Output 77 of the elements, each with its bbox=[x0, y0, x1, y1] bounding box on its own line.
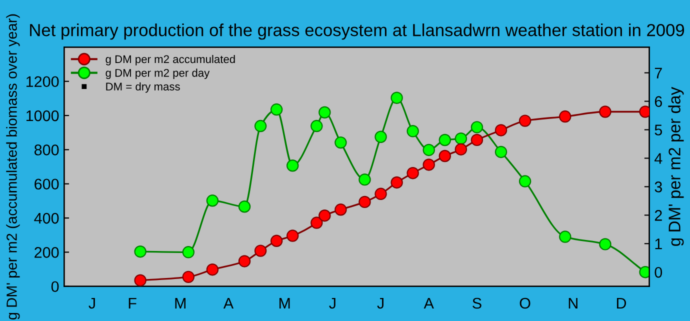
legend-label: g DM per m2 accumulated bbox=[106, 54, 235, 66]
point bbox=[134, 274, 146, 286]
y-tick-label: 200 bbox=[34, 247, 59, 258]
point bbox=[206, 263, 219, 276]
point bbox=[599, 106, 612, 118]
point bbox=[422, 158, 435, 171]
point bbox=[134, 245, 146, 258]
point bbox=[518, 114, 532, 127]
point bbox=[559, 230, 572, 243]
point bbox=[310, 216, 323, 229]
point bbox=[286, 160, 299, 172]
x-tick-label: J bbox=[88, 298, 95, 309]
point bbox=[390, 92, 403, 104]
point bbox=[406, 125, 419, 138]
point bbox=[374, 130, 387, 143]
point bbox=[422, 144, 435, 156]
point bbox=[318, 106, 331, 118]
point bbox=[310, 120, 323, 132]
y-tick-label: 1000 bbox=[26, 110, 59, 122]
point bbox=[374, 188, 387, 200]
point bbox=[454, 143, 468, 156]
point bbox=[254, 244, 267, 257]
point bbox=[390, 176, 403, 189]
point bbox=[358, 173, 371, 186]
y2-axis-title: g DM' per m2 per day bbox=[668, 86, 684, 246]
x-tick-label: N bbox=[568, 298, 578, 309]
point bbox=[334, 136, 347, 149]
point bbox=[494, 146, 508, 158]
point bbox=[182, 270, 195, 284]
point bbox=[358, 196, 371, 208]
y-tick-label: 600 bbox=[34, 178, 59, 190]
y2-tick-label: 0 bbox=[654, 266, 662, 278]
point bbox=[238, 200, 251, 213]
point bbox=[454, 132, 468, 145]
y-tick-label: 400 bbox=[34, 212, 59, 224]
point bbox=[270, 103, 283, 116]
point bbox=[270, 234, 283, 248]
point bbox=[286, 230, 299, 242]
point bbox=[559, 110, 572, 123]
x-tick-label: S bbox=[472, 298, 482, 309]
point bbox=[438, 134, 452, 146]
x-tick-label: O bbox=[520, 298, 530, 309]
x-tick-label: J bbox=[329, 298, 336, 309]
point bbox=[334, 204, 347, 216]
y-tick-label: 1200 bbox=[26, 76, 59, 88]
annotation: DM = dry mass bbox=[106, 82, 180, 93]
x-tick-label: J bbox=[377, 298, 384, 309]
point bbox=[182, 246, 195, 258]
x-tick-label: F bbox=[128, 298, 136, 309]
point bbox=[470, 134, 484, 146]
y2-tick-label: 4 bbox=[654, 153, 662, 164]
y2-tick-label: 3 bbox=[654, 182, 662, 192]
y2-tick-label: 1 bbox=[655, 238, 662, 250]
x-tick-label: A bbox=[424, 298, 434, 309]
x-tick-label: M bbox=[175, 298, 186, 309]
y-axis-title: g DM' per m2 (accumulated biomass over year) bbox=[6, 14, 20, 320]
point bbox=[238, 255, 251, 268]
point bbox=[494, 124, 508, 136]
x-tick-label: M bbox=[279, 298, 290, 309]
point bbox=[518, 175, 532, 188]
point bbox=[254, 120, 267, 132]
legend-label: g DM per m2 per day bbox=[106, 68, 210, 80]
y2-tick-label: 5 bbox=[654, 124, 662, 136]
y-tick-label: 0 bbox=[51, 281, 59, 292]
y-tick-label: 800 bbox=[34, 144, 59, 156]
point bbox=[206, 194, 219, 207]
x-tick-label: A bbox=[223, 298, 234, 309]
point bbox=[318, 210, 331, 222]
point bbox=[470, 121, 484, 134]
y2-tick-label: 7 bbox=[654, 68, 662, 78]
point bbox=[599, 238, 612, 250]
point bbox=[406, 166, 419, 180]
x-tick-label: D bbox=[616, 298, 626, 309]
point bbox=[438, 150, 452, 162]
y2-tick-label: 2 bbox=[654, 210, 662, 221]
chart-title: Net primary production of the grass ecosystem at Llansadwrn weather station in 2009 bbox=[30, 23, 684, 40]
y2-tick-label: 6 bbox=[654, 96, 662, 107]
